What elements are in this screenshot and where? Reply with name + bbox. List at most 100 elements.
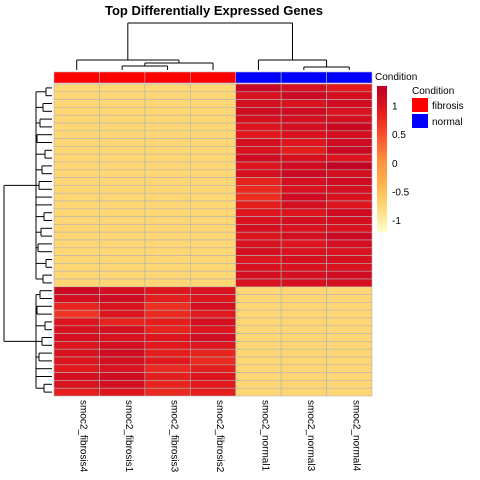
heatmap-cell — [235, 372, 282, 381]
heatmap-cell — [53, 286, 100, 295]
heatmap-cell — [53, 224, 100, 233]
heatmap-cell — [326, 185, 373, 194]
condition-legend-title: Condition — [412, 86, 454, 97]
heatmap-cell — [144, 263, 191, 272]
heatmap-cell — [235, 192, 282, 202]
color-scale-step — [377, 144, 387, 148]
heatmap-cell — [189, 146, 237, 155]
heatmap-cell — [53, 372, 100, 381]
color-scale-step — [377, 139, 387, 143]
color-scale-tick-label: 0 — [392, 159, 398, 170]
heatmap-cell — [280, 114, 327, 124]
heatmap-cell — [326, 372, 373, 381]
heatmap-cell — [326, 192, 373, 202]
heatmap-cell — [189, 364, 237, 373]
color-scale-step — [377, 115, 387, 119]
heatmap-cell — [144, 185, 191, 194]
column-labels: smoc2_fibrosis4 smoc2_fibrosis1 smoc2_fibr… — [78, 400, 362, 473]
heatmap-cell — [235, 153, 282, 163]
heatmap-cell — [144, 114, 191, 124]
heatmap-cell — [280, 177, 327, 186]
heatmap-cell — [189, 255, 237, 264]
heatmap-cell — [326, 278, 373, 288]
heatmap-cell — [235, 83, 282, 93]
heatmap-cell — [235, 286, 282, 295]
heatmap-cell — [280, 122, 327, 132]
annotation-cell-fibrosis — [189, 71, 237, 84]
heatmap-cell — [53, 364, 100, 373]
heatmap-cell — [280, 270, 327, 280]
color-scale-step — [377, 100, 387, 104]
heatmap-cell — [144, 107, 191, 116]
heatmap-cell — [99, 200, 146, 210]
heatmap-cell — [53, 247, 100, 256]
heatmap-cell — [99, 185, 146, 194]
heatmap-cell — [189, 153, 237, 163]
color-scale-step — [377, 105, 387, 109]
heatmap-cell — [326, 380, 373, 389]
heatmap-cell — [53, 91, 100, 100]
heatmap-cell — [53, 138, 100, 147]
heatmap-cell — [235, 309, 282, 319]
column-label: smoc2_normal4 — [350, 400, 361, 472]
heatmap-cell — [99, 356, 146, 366]
heatmap-cell — [99, 130, 146, 139]
heatmap-cell — [189, 138, 237, 147]
heatmap-cell — [144, 208, 191, 217]
heatmap-cell — [99, 146, 146, 155]
heatmap-cell — [235, 231, 282, 241]
heatmap-cell — [53, 169, 100, 178]
heatmap-cell — [326, 263, 373, 272]
heatmap-cell — [280, 341, 327, 350]
heatmap-cell — [53, 309, 100, 319]
heatmap-cell — [326, 341, 373, 350]
heatmap-cell — [144, 341, 191, 350]
heatmap-cell — [53, 317, 100, 327]
heatmap-cell — [326, 286, 373, 295]
heatmap-cell — [326, 107, 373, 116]
heatmap-cell — [280, 263, 327, 272]
color-scale-step — [377, 180, 387, 184]
heatmap-cell — [280, 224, 327, 233]
heatmap-cell — [326, 239, 373, 249]
heatmap-cell — [144, 348, 191, 358]
heatmap-cell — [99, 224, 146, 233]
heatmap-cell — [99, 169, 146, 178]
color-scale-step — [377, 227, 387, 231]
heatmap-cell — [53, 333, 100, 342]
color-scale-step — [377, 95, 387, 99]
color-scale-step — [377, 217, 387, 221]
heatmap-cell — [235, 200, 282, 210]
heatmap-cell — [189, 348, 237, 358]
heatmap-cell — [189, 372, 237, 381]
heatmap-cell — [144, 387, 191, 397]
heatmap-cell — [144, 130, 191, 139]
heatmap-cell — [99, 294, 146, 303]
heatmap-cell — [280, 192, 327, 202]
heatmap-cell — [280, 255, 327, 264]
heatmap-cell — [235, 255, 282, 264]
color-scale-step — [377, 190, 387, 194]
heatmap-cell — [99, 216, 146, 225]
heatmap-cell — [144, 302, 191, 311]
heatmap-cell — [280, 99, 327, 108]
color-scale-step — [377, 112, 387, 116]
heatmap-cell — [326, 83, 373, 93]
heatmap-cell — [280, 387, 327, 397]
heatmap-cell — [144, 270, 191, 280]
heatmap-cell — [326, 247, 373, 256]
heatmap-cell — [144, 161, 191, 171]
heatmap-cell — [53, 114, 100, 124]
color-scale-step — [377, 120, 387, 123]
color-scale-step — [377, 195, 387, 199]
heatmap-cell — [53, 216, 100, 225]
heatmap-cell — [326, 122, 373, 132]
heatmap-cell — [144, 247, 191, 256]
color-scale-step — [377, 110, 387, 114]
heatmap-cell — [235, 317, 282, 327]
color-scale-step — [377, 214, 387, 218]
condition-legend-swatch — [412, 98, 428, 112]
heatmap-cell — [99, 341, 146, 350]
heatmap-cell — [144, 216, 191, 225]
heatmap-cell — [99, 333, 146, 342]
